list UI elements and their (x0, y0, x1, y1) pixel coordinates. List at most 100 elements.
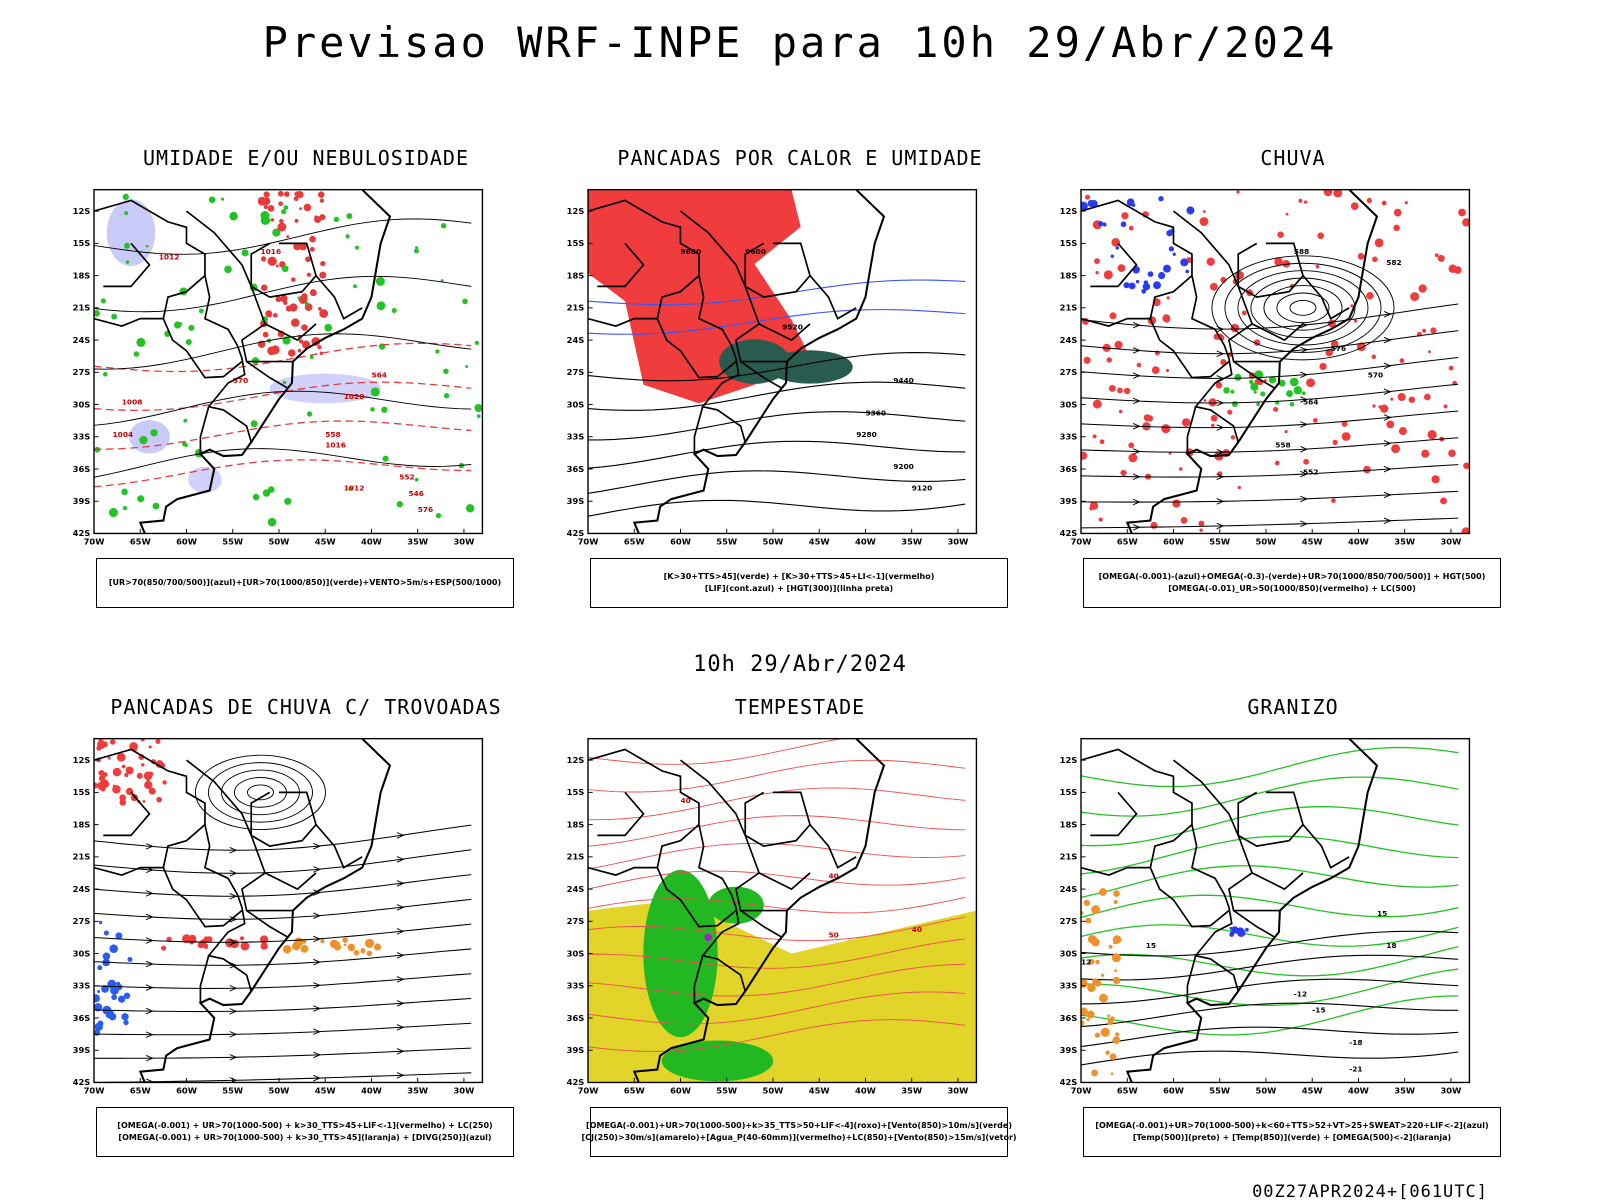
precip-cell (319, 351, 324, 356)
streamline-arrow (1132, 321, 1141, 329)
omega-area (1083, 899, 1090, 907)
lat-tick-label: 30S (567, 399, 585, 409)
lon-tick-label: 35W (407, 1086, 428, 1096)
humidity-contour-dot (474, 403, 483, 413)
streamline-arrow (229, 847, 238, 854)
humidity-contour-dot (297, 296, 301, 300)
omega-area (1081, 1019, 1085, 1027)
lon-tick-label: 35W (407, 537, 428, 547)
lon-tick-label: 30W (1440, 537, 1461, 547)
streamline-arrow (313, 958, 321, 966)
border-line (693, 955, 704, 1003)
thunder-area (320, 938, 325, 944)
rain-area (1437, 254, 1445, 262)
streamline-arrow (313, 866, 321, 873)
map-umidade: 1012 1016 1008 1004 1020 1016 1012 576 570 564 558… (73, 178, 516, 548)
rain-area (1203, 398, 1207, 402)
map-svg: 15 18 15 -12 -15 -18 -21 12 12S 15S 18S 21S 24S 27S 30… (1060, 737, 1471, 1096)
lat-tick-label: 36S (73, 464, 91, 474)
thickness-contour (94, 381, 472, 412)
panel-title: UMIDADE E/OU NEBULOSIDADE (142, 146, 470, 170)
precip-cell (286, 235, 290, 239)
contour-label: 1004 (113, 430, 134, 439)
humidity-contour-dot (324, 323, 333, 332)
lc850-contour (588, 896, 966, 914)
lat-tick-label: 33S (567, 981, 585, 991)
rain-area (1371, 354, 1377, 359)
map-svg: 40 40 50 40 12S 15S 18S 21S 24S 27S 30S 33S 36S 39S 42… (567, 737, 978, 1096)
thunder-area (107, 756, 111, 760)
legend-box: [OMEGA(-0.001) + UR>70(1000-500) + k>30_… (96, 1107, 514, 1157)
omega-area (1230, 389, 1235, 394)
thunder-area (121, 764, 126, 769)
humidity-area (269, 373, 381, 404)
panel-pancadas-calor: PANCADAS POR CALOR E UMIDADE 9680 9600 952… (567, 146, 1010, 618)
legend-line: [CJ(250)>30m/s](amarelo)+[Agua_P(40-60mm… (581, 1133, 1017, 1142)
streamline (194, 754, 326, 831)
lon-tick-label: 30W (453, 537, 474, 547)
lat-tick-label: 21S (1060, 852, 1078, 862)
omega-area (1099, 888, 1107, 896)
hail-area (1236, 927, 1245, 936)
contour-label: 1012 (159, 252, 180, 261)
streamline-arrow (313, 1074, 321, 1082)
temp500-contour (1081, 930, 1459, 957)
thunder-area (116, 752, 126, 762)
lon-tick-label: 50W (763, 1086, 784, 1096)
lon-tick-label: 65W (624, 537, 645, 547)
streamline-arrow (1383, 465, 1392, 473)
precip-cell (280, 295, 288, 303)
streamline-arrow (145, 843, 154, 850)
rain-area (1114, 340, 1123, 349)
temp850-contour (1081, 806, 1459, 847)
streamline-arrow (1132, 397, 1141, 405)
rain-area (1284, 430, 1288, 434)
lon-tick-label: 55W (716, 1086, 737, 1096)
legend-box: [OMEGA(-0.001)-(azul)+OMEGA(-0.3)-(verde… (1083, 558, 1501, 608)
streamline-arrow (1132, 473, 1141, 480)
thunder-area (343, 943, 347, 947)
humidity-contour-dot (281, 209, 287, 215)
streamline-arrow (1216, 448, 1225, 456)
contour-label: 9120 (912, 483, 933, 492)
lc850-contour (588, 815, 966, 847)
thunder-area (119, 799, 127, 806)
streamline-arrow (313, 1028, 321, 1035)
border-line (1302, 275, 1350, 320)
omega-area (1102, 222, 1107, 227)
humidity-contour-dot (440, 279, 444, 283)
lat-tick-label: 42S (73, 1077, 91, 1087)
rain-area (1230, 435, 1236, 440)
rain-area (1220, 359, 1227, 366)
streamline (1081, 330, 1459, 355)
rain-area (1162, 314, 1171, 323)
omega-area (1110, 1016, 1115, 1022)
humidity-contour-dot (137, 495, 145, 503)
streamline (233, 777, 287, 808)
streamline (1081, 410, 1459, 429)
humidity-contour-dot (333, 216, 340, 223)
omega-area (1081, 1007, 1088, 1016)
thunder-area (373, 943, 382, 951)
streamline (1081, 437, 1459, 453)
precip-cell (263, 191, 270, 198)
map-trovoadas: 12S 15S 18S 21S 24S 27S 30S 33S 36S 39S 42S 70W 65W 6… (73, 727, 516, 1097)
lon-tick-label: 60W (670, 1086, 691, 1096)
divergence-area (98, 920, 103, 925)
thunder-area (112, 784, 116, 788)
rain-area (1427, 430, 1437, 440)
rain-area (1117, 387, 1123, 394)
map-frame-border (1080, 188, 1471, 535)
contour-label: 9360 (865, 408, 886, 417)
lon-tick-label: 30W (453, 1086, 474, 1096)
lat-tick-label: 39S (1060, 1045, 1078, 1055)
streamline-arrow (1132, 524, 1141, 531)
precip-cell (297, 348, 302, 353)
thunder-area (98, 775, 106, 782)
streamline-arrow (396, 976, 405, 983)
temp500-contour (1081, 1050, 1459, 1066)
forecast-run-stamp: 00Z27APR2024+[061UTC] (1252, 1182, 1488, 1202)
page-title: Previsao WRF-INPE para 10h 29/Abr/2024 (262, 18, 1338, 67)
wind-area (643, 869, 718, 1038)
height-contour (1263, 285, 1343, 331)
